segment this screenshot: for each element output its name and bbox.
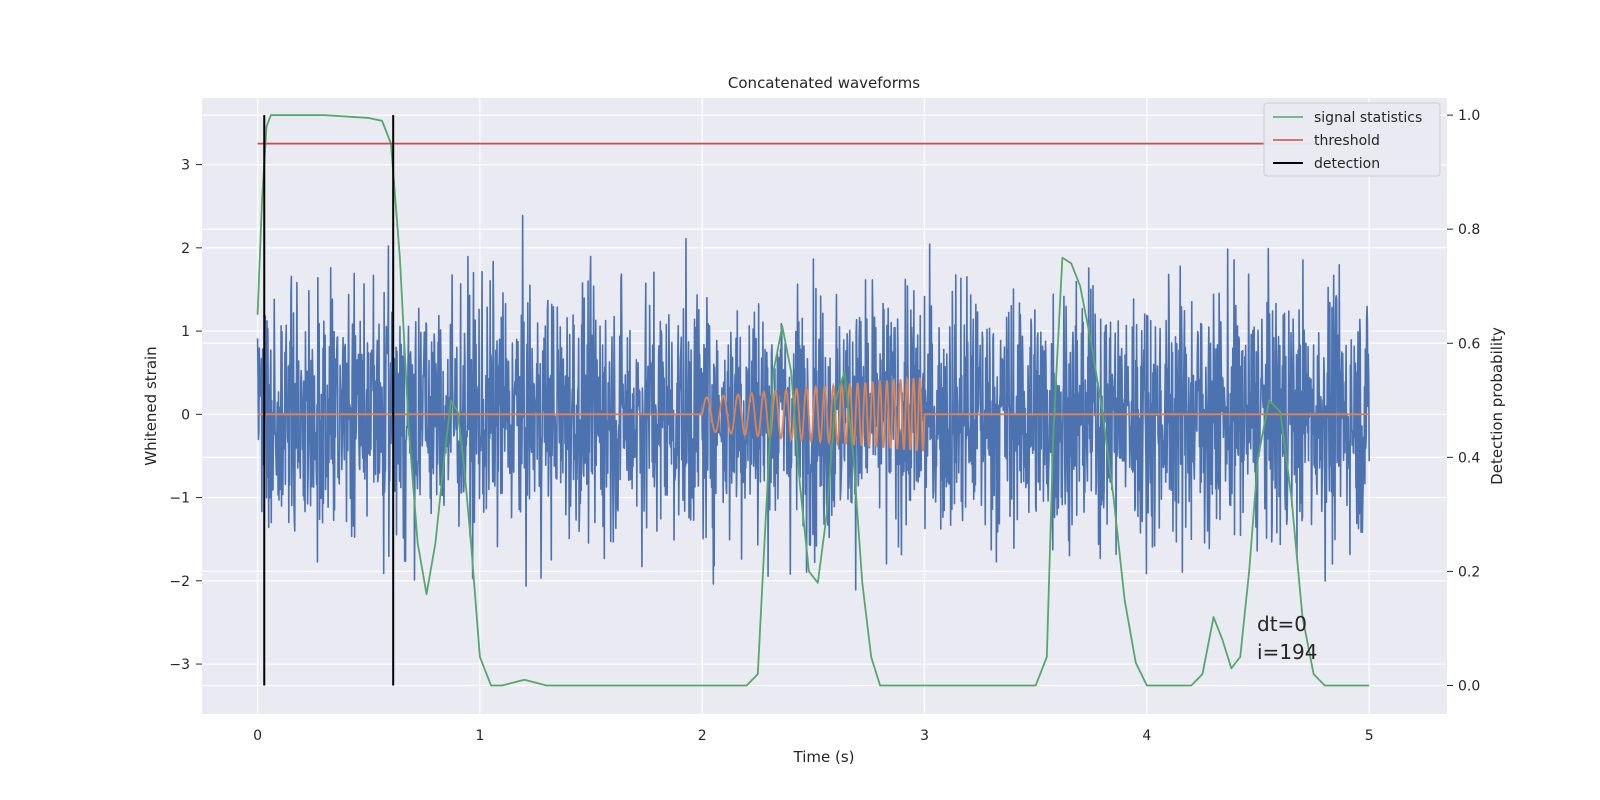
- y2-tick-label: 0.6: [1458, 336, 1480, 352]
- x-axis: 0 1 2 3 4 5: [253, 728, 1374, 744]
- y2-tick-label: 0.4: [1458, 450, 1480, 466]
- x-tick-label: 2: [698, 728, 707, 744]
- y2-tick-label: 0.0: [1458, 678, 1480, 694]
- legend-label-detection: detection: [1314, 156, 1380, 172]
- chart-title: Concatenated waveforms: [728, 74, 920, 92]
- y-tick-label: 3: [181, 158, 190, 174]
- y-tick-label: 0: [181, 407, 190, 423]
- y2-axis-label: Detection probability: [1488, 327, 1506, 485]
- y-axis-left: −3 −2 −1 0 1 2 3: [169, 158, 202, 673]
- x-tick-label: 5: [1365, 728, 1374, 744]
- x-tick-label: 3: [920, 728, 929, 744]
- y2-tick-label: 1.0: [1458, 108, 1480, 124]
- y-tick-label: 1: [181, 324, 190, 340]
- strain-noise-line: [256, 214, 1370, 591]
- y-tick-label: 2: [181, 241, 190, 257]
- signal-statistics-line: [256, 114, 1370, 687]
- x-axis-label: Time (s): [793, 748, 855, 766]
- detection-series: [256, 114, 1370, 687]
- x-tick-label: 0: [253, 728, 262, 744]
- x-tick-label: 1: [475, 728, 484, 744]
- injected-signal-line: [257, 375, 1370, 452]
- strain-noise-series: [256, 214, 1370, 591]
- y-tick-label: −2: [169, 574, 190, 590]
- legend-label-signal-statistics: signal statistics: [1314, 110, 1422, 126]
- y-axis-label: Whitened strain: [142, 346, 160, 465]
- legend-label-threshold: threshold: [1314, 133, 1380, 149]
- legend: signal statistics threshold detection: [1263, 102, 1441, 177]
- y2-tick-label: 0.8: [1458, 222, 1480, 238]
- legend-box: [1263, 102, 1441, 177]
- y-axis-right: 0.0 0.2 0.4 0.6 0.8 1.0: [1447, 108, 1480, 694]
- x-tick-label: 4: [1142, 728, 1151, 744]
- y-tick-label: −3: [169, 657, 190, 673]
- injected-signal-series: [257, 375, 1370, 452]
- y-tick-label: −1: [169, 491, 190, 507]
- y2-tick-label: 0.2: [1458, 564, 1480, 580]
- annotation-i: i=194: [1257, 640, 1318, 664]
- annotation-dt: dt=0: [1257, 612, 1307, 636]
